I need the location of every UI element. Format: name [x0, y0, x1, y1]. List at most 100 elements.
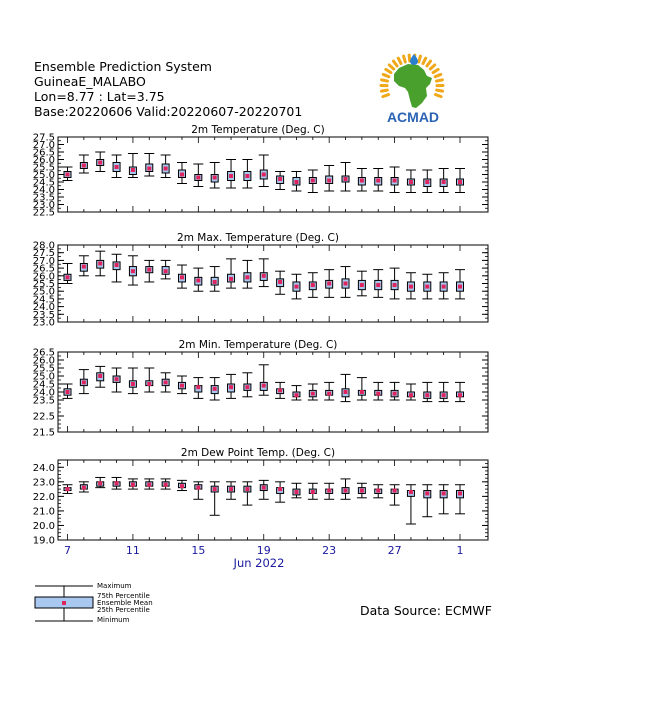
logo-ray	[381, 72, 391, 79]
y-tick-label: 23.5	[33, 193, 55, 204]
box-day-2	[78, 369, 89, 395]
logo-ray	[425, 59, 433, 68]
y-tick-label: 26.0	[33, 356, 55, 367]
y-tick-label: 27.5	[33, 133, 55, 144]
box-day-3	[95, 250, 106, 277]
y-tick-label: 28.0	[33, 241, 55, 252]
mean-marker	[245, 487, 250, 492]
mean-marker	[229, 276, 234, 281]
mean-marker	[114, 263, 119, 268]
logo-ray	[387, 63, 396, 71]
x-tick-label: 23	[322, 544, 336, 557]
mean-marker	[114, 377, 119, 382]
legend: Maximum 75th Percentile Ensemble Mean 25…	[33, 582, 163, 627]
logo-text: ACMAD	[387, 109, 439, 125]
box-day-3	[95, 365, 106, 388]
box-day-7	[160, 372, 171, 393]
mean-marker	[310, 490, 315, 494]
box-day-12	[242, 372, 253, 398]
mean-marker	[327, 488, 332, 493]
chart-title: 2m Max. Temperature (Deg. C)	[177, 232, 339, 244]
mean-marker	[278, 279, 283, 284]
box-day-14	[275, 481, 286, 503]
x-tick-label: 15	[191, 544, 205, 557]
box-day-21	[389, 166, 400, 193]
box-day-4	[111, 367, 122, 393]
y-tick-label: 24.0	[33, 388, 55, 399]
logo-ray	[433, 93, 443, 99]
box-day-22	[405, 272, 416, 300]
box-day-19	[356, 168, 367, 192]
mean-marker	[441, 393, 446, 398]
chart-panel-1: 2m Temperature (Deg. C)22.523.023.524.02…	[33, 124, 489, 219]
box-day-19	[356, 270, 367, 297]
mean-marker	[212, 487, 217, 492]
box-day-1	[62, 484, 73, 494]
chart-header: Ensemble Prediction System GuineaE_MALAB…	[34, 59, 302, 119]
box-day-14	[275, 270, 286, 295]
mean-marker	[278, 487, 283, 492]
mean-marker	[130, 269, 135, 274]
logo-ray	[421, 56, 428, 66]
mean-marker	[81, 163, 86, 168]
mean-marker	[441, 284, 446, 289]
y-tick-label: 25.5	[33, 279, 55, 290]
box-day-23	[422, 273, 433, 300]
y-tick-label: 23.0	[33, 477, 55, 488]
y-tick-label: 19.0	[33, 536, 55, 547]
box-day-14	[275, 171, 286, 190]
mean-marker	[294, 284, 299, 289]
y-tick-label: 24.0	[33, 302, 55, 313]
mean-marker	[65, 390, 70, 394]
mean-marker	[196, 385, 201, 390]
box-day-25	[455, 269, 465, 300]
mean-marker	[229, 487, 234, 492]
y-tick-label: 27.5	[33, 248, 55, 259]
box-day-17	[324, 381, 335, 401]
box-day-1	[62, 383, 73, 399]
box-day-9	[193, 267, 204, 292]
box-day-25	[455, 168, 465, 193]
box-day-1	[62, 166, 73, 181]
box-day-4	[111, 476, 122, 490]
mean-marker	[425, 491, 430, 496]
mean-marker	[458, 393, 462, 398]
mean-marker	[196, 175, 201, 180]
chart-panel-4: 2m Dew Point Temp. (Deg. C) 19.0 20.0 21.0 2…	[33, 447, 489, 547]
box-day-9	[193, 163, 204, 187]
box-day-4	[111, 154, 122, 178]
mean-marker	[65, 487, 70, 492]
x-tick-label: 11	[126, 544, 140, 557]
box-day-10	[209, 162, 220, 189]
box-day-2	[78, 481, 89, 493]
box-day-7	[160, 154, 171, 178]
logo-ray	[431, 67, 440, 75]
box-day-18	[340, 478, 351, 500]
mean-marker	[425, 180, 430, 184]
box-day-6	[144, 478, 155, 490]
y-tick-label: 22.5	[33, 208, 55, 219]
box-day-5	[127, 367, 138, 395]
chart-title: 2m Dew Point Temp. (Deg. C)	[181, 447, 335, 459]
mean-marker	[114, 165, 119, 169]
mean-marker	[261, 485, 266, 490]
box-day-25	[455, 484, 465, 515]
mean-marker	[147, 166, 152, 171]
mean-marker	[294, 180, 299, 184]
box-day-20	[373, 484, 384, 499]
box-day-17	[324, 165, 335, 192]
box-day-9	[193, 481, 204, 500]
box-day-8	[176, 264, 187, 289]
mean-marker	[343, 281, 348, 286]
box-day-24	[438, 484, 449, 515]
system-title: Ensemble Prediction System	[34, 59, 212, 74]
base-valid-dates: Base:20220606 Valid:20220607-20220701	[34, 104, 303, 119]
box-day-10	[209, 266, 220, 292]
mean-marker	[163, 269, 168, 274]
mean-marker	[343, 390, 348, 394]
box-day-18	[340, 162, 351, 192]
box-day-7	[160, 478, 171, 490]
mean-marker	[278, 388, 283, 393]
y-tick-label: 25.5	[33, 163, 55, 174]
logo-ray	[402, 54, 407, 64]
